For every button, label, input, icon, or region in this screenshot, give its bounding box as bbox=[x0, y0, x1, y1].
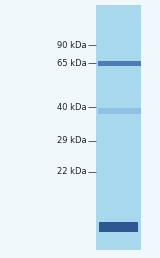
Text: 90 kDa: 90 kDa bbox=[57, 41, 86, 50]
Bar bbox=[99, 222, 138, 232]
Text: 65 kDa: 65 kDa bbox=[57, 59, 86, 68]
Text: 40 kDa: 40 kDa bbox=[57, 103, 86, 111]
Text: 29 kDa: 29 kDa bbox=[57, 136, 86, 145]
Bar bbox=[96, 5, 141, 250]
Text: 22 kDa: 22 kDa bbox=[57, 167, 86, 176]
Bar bbox=[98, 61, 141, 66]
Bar bbox=[98, 108, 141, 114]
